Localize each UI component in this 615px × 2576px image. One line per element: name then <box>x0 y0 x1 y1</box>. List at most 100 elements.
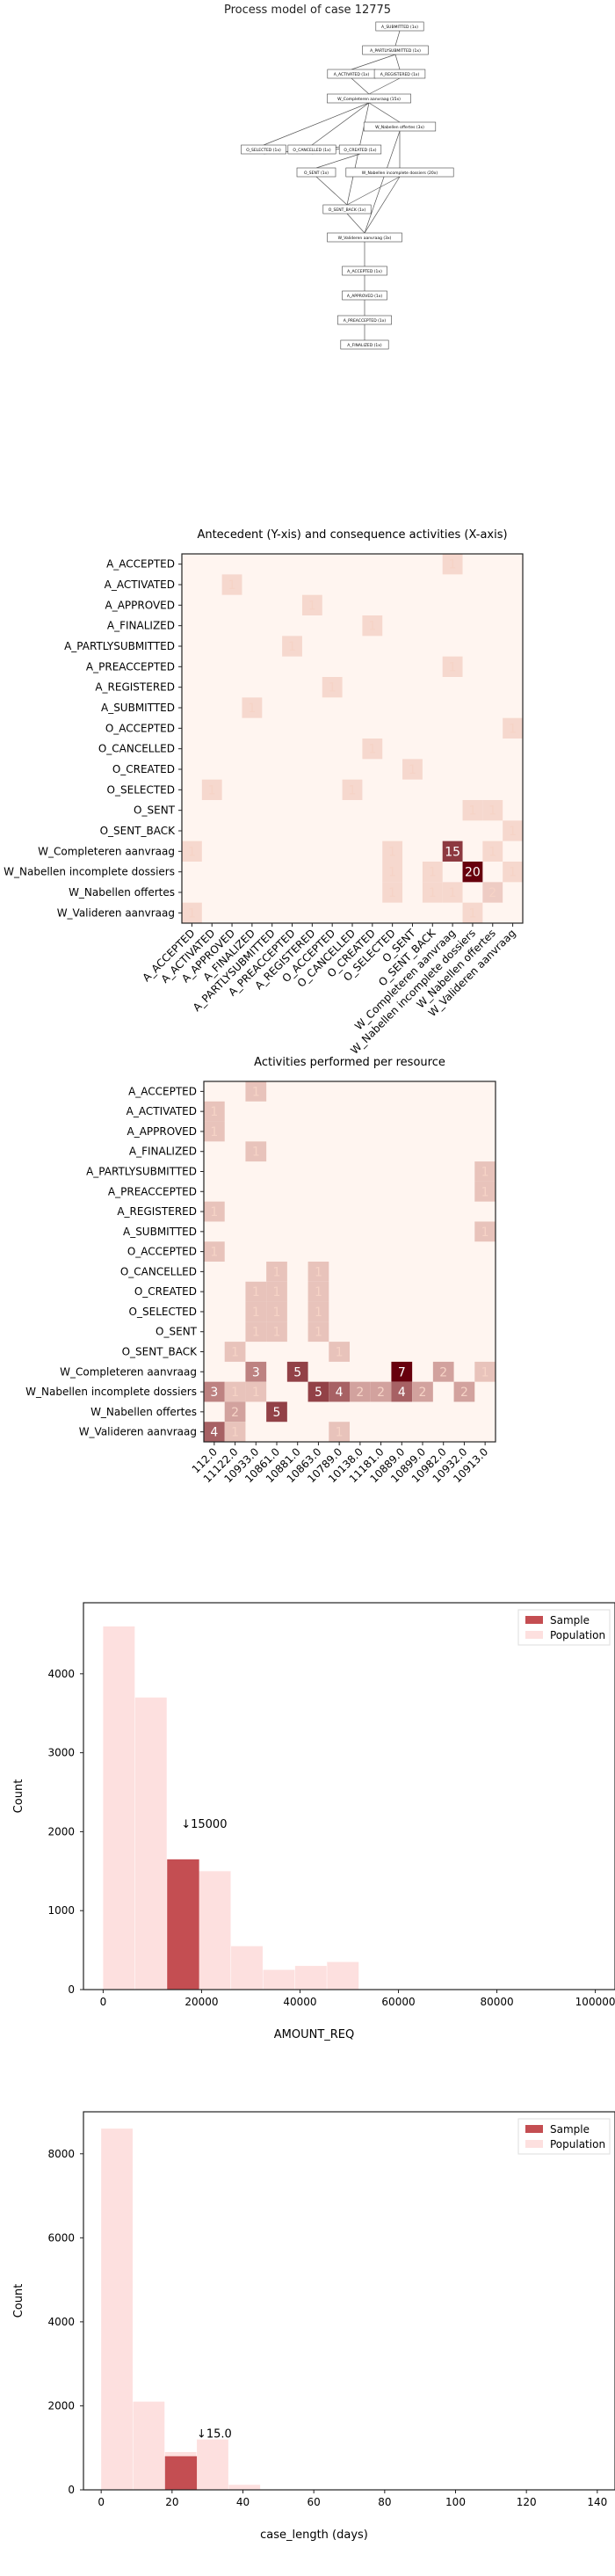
heatmap-cell <box>442 882 463 903</box>
heatmap-cell <box>308 1281 329 1302</box>
population-bar <box>231 1946 263 1990</box>
x-tick-label: 60000 <box>381 1996 415 2008</box>
process-node-label: O_CANCELLED (1x) <box>293 148 330 153</box>
process-node-label: A_FINALIZED (1x) <box>347 343 382 348</box>
heatmap-cell <box>245 1081 267 1102</box>
heatmap-cell-value: 7 <box>398 1365 406 1379</box>
process-node-label: A_PREACCEPTED (1x) <box>344 318 387 324</box>
process-node-label: W_Nabellen offertes (3x) <box>375 125 424 130</box>
y-tick-label: A_SUBMITTED <box>123 1226 197 1238</box>
heatmap-cell-value: 1 <box>315 1306 322 1320</box>
heatmap-cell <box>482 800 503 821</box>
legend-swatch-population <box>525 2140 543 2148</box>
y-tick-label: 3000 <box>47 1747 75 1759</box>
process-edge <box>351 54 396 70</box>
heatmap-cell <box>266 1321 287 1343</box>
heatmap-cell <box>391 1361 413 1382</box>
heatmap-cell-value: 1 <box>248 702 256 716</box>
heatmap-cell <box>442 840 463 862</box>
y-tick-label: A_PARTLYSUBMITTED <box>64 640 175 652</box>
legend-label-population: Population <box>550 2138 605 2150</box>
population-bar <box>133 2401 165 2490</box>
process-edge <box>315 176 348 206</box>
legend-label-population: Population <box>550 1629 605 1641</box>
heatmap-cell-value: 1 <box>231 1346 239 1360</box>
process-node-label: A_REGISTERED (1x) <box>380 72 420 77</box>
population-bar <box>101 2128 133 2490</box>
y-tick-label: 6000 <box>47 2231 75 2244</box>
heatmap-cell <box>329 1342 350 1362</box>
amount-req-histogram: 0 20000 40000 60000 80000 100000 0 1000 2000 3000… <box>12 1602 615 2041</box>
heatmap-cell-value: 1 <box>509 722 517 736</box>
heatmap-cell <box>342 779 363 800</box>
y-tick-label: W_Completeren aanvraag <box>38 845 175 857</box>
heatmap-cell-value: 1 <box>273 1306 281 1320</box>
heatmap-cell <box>322 677 343 698</box>
heatmap-cell-value: 1 <box>308 599 316 613</box>
heatmap-cell <box>453 1381 475 1402</box>
sample-bar <box>164 2456 198 2490</box>
process-node-label: W_Completeren aanvraag (15x) <box>337 97 401 102</box>
heatmap-cell <box>329 1422 350 1442</box>
heatmap-cell <box>308 1301 329 1322</box>
legend-label-sample: Sample <box>550 2123 590 2136</box>
heatmap-cell <box>402 759 423 780</box>
y-tick-label: 2000 <box>47 1825 75 1837</box>
case-length-histogram: 0 20 40 60 80 100 120 140 0 2000 4000 6000 8000 case_… <box>12 2111 615 2542</box>
heatmap-cell-value: 5 <box>315 1386 322 1400</box>
y-tick-label: 2000 <box>47 2399 75 2412</box>
x-tick-label: 40000 <box>283 1996 316 2008</box>
population-bar <box>263 1969 295 1990</box>
heatmap-cell <box>503 862 523 883</box>
process-edge <box>368 102 401 123</box>
y-tick-label: W_Valideren aanvraag <box>79 1426 197 1438</box>
heatmap-cell-value: 2 <box>419 1386 427 1400</box>
y-axis-label: Count <box>12 2284 25 2318</box>
heatmap-cell-value: 4 <box>336 1386 344 1400</box>
y-tick-label: O_SENT_BACK <box>100 825 177 837</box>
process-model-graph: A_SUBMITTED (1x) A_PARTLYSUBMITTED (1x) A_… <box>241 21 454 350</box>
heatmap-cell <box>204 1101 225 1122</box>
heatmap-cell-value: 1 <box>252 1285 260 1299</box>
heatmap-cell <box>462 862 483 883</box>
heatmap-cell <box>329 1381 350 1402</box>
heatmap-cell-value: 1 <box>231 1426 239 1440</box>
heatmap-cell-value: 1 <box>409 763 416 777</box>
heatmap-cell <box>482 840 503 862</box>
heatmap-cell <box>442 554 463 575</box>
x-tick-label: 20000 <box>184 1996 218 2008</box>
population-bar <box>134 1697 167 1990</box>
x-tick-label: 60 <box>308 2496 321 2508</box>
heatmap-cell <box>350 1381 371 1402</box>
process-node-label: O_CREATED (1x) <box>344 148 376 153</box>
y-tick-label: A_REGISTERED <box>117 1205 197 1218</box>
population-bar <box>197 2439 228 2490</box>
heatmap-cell-value: 1 <box>210 1105 218 1119</box>
process-edge <box>351 77 370 95</box>
heatmap-cell <box>474 1361 496 1382</box>
heatmap-cell <box>382 840 403 862</box>
activities-per-resource-heatmap: Activities performed per resource1111111… <box>25 1056 496 1485</box>
heatmap-cell-value: 1 <box>252 1146 260 1160</box>
heatmap-cell-value: 1 <box>329 681 336 695</box>
y-tick-label: A_PREACCEPTED <box>86 660 175 673</box>
heatmap-cell <box>442 656 463 677</box>
heatmap-cell <box>462 800 483 821</box>
y-axis-label: Count <box>12 1779 25 1814</box>
heatmap-cell <box>474 1181 496 1202</box>
heatmap-cell-value: 4 <box>210 1426 218 1440</box>
heatmap-cell-value: 1 <box>509 825 517 839</box>
x-tick-label: 120 <box>517 2496 537 2508</box>
heatmap-cell <box>282 636 302 657</box>
y-tick-label: O_ACCEPTED <box>105 722 175 734</box>
heatmap-cell-value: 1 <box>468 804 476 819</box>
heatmap-cell-value: 1 <box>429 866 437 880</box>
heatmap-cell <box>204 1381 225 1402</box>
y-tick-label: W_Nabellen incomplete dossiers <box>25 1386 197 1398</box>
heatmap-cell <box>204 1121 225 1142</box>
heatmap-cell <box>224 1381 246 1402</box>
process-node <box>322 204 372 215</box>
y-tick-label: A_FINALIZED <box>129 1146 197 1158</box>
process-node-label: A_ACCEPTED (1x) <box>347 269 382 274</box>
y-tick-label: O_SELECTED <box>107 783 175 796</box>
